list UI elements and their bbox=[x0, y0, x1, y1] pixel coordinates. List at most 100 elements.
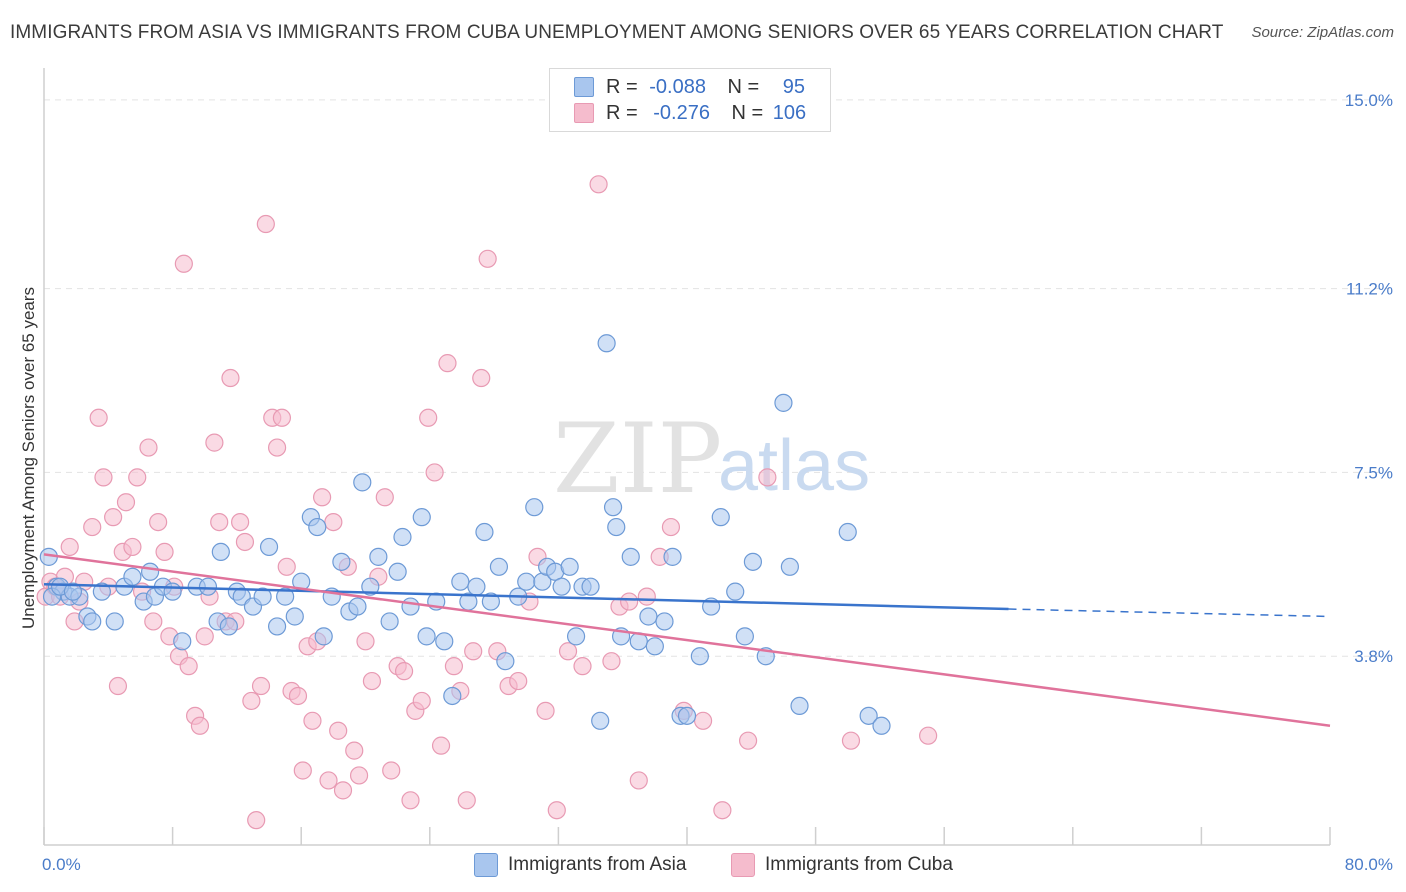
point-asia-75 bbox=[639, 607, 658, 626]
point-asia-29 bbox=[285, 607, 304, 626]
point-asia-37 bbox=[348, 597, 367, 616]
point-asia-65 bbox=[566, 627, 586, 646]
point-cuba-49 bbox=[288, 686, 308, 706]
point-asia-88 bbox=[774, 393, 793, 412]
point-asia-26 bbox=[259, 537, 279, 557]
point-cuba-61 bbox=[349, 766, 369, 785]
point-cuba-69 bbox=[401, 791, 420, 810]
point-cuba-102 bbox=[738, 731, 758, 750]
trend-line-asia bbox=[43, 582, 1009, 611]
point-cuba-36 bbox=[221, 368, 240, 388]
watermark: ZIP atlas bbox=[553, 403, 870, 515]
point-asia-53 bbox=[475, 522, 494, 542]
point-cuba-78 bbox=[457, 791, 476, 810]
point-asia-39 bbox=[361, 577, 380, 596]
point-asia-80 bbox=[677, 706, 697, 725]
point-cuba-66 bbox=[382, 761, 401, 780]
point-asia-20 bbox=[211, 542, 230, 562]
point-asia-76 bbox=[645, 637, 664, 656]
point-cuba-98 bbox=[661, 517, 681, 537]
stats-legend: R = -0.088 N = 95 R = -0.276 N = 106 bbox=[549, 68, 831, 132]
point-asia-10 bbox=[123, 567, 142, 586]
point-asia-42 bbox=[388, 562, 407, 581]
y-axis-label: Unemployment Among Seniors over 65 years bbox=[19, 287, 38, 629]
point-cuba-21 bbox=[144, 612, 163, 631]
point-asia-46 bbox=[417, 627, 436, 646]
point-asia-92 bbox=[859, 706, 878, 725]
point-cuba-10 bbox=[89, 408, 108, 427]
point-asia-86 bbox=[743, 552, 763, 571]
point-asia-78 bbox=[663, 547, 682, 566]
point-cuba-54 bbox=[312, 488, 332, 507]
point-asia-93 bbox=[872, 716, 891, 735]
point-cuba-84 bbox=[509, 671, 528, 691]
point-asia-90 bbox=[790, 696, 809, 716]
point-cuba-18 bbox=[128, 468, 147, 487]
point-cuba-31 bbox=[195, 627, 214, 646]
point-asia-84 bbox=[726, 582, 745, 601]
point-cuba-87 bbox=[536, 701, 555, 720]
point-cuba-89 bbox=[558, 642, 578, 661]
cuba-n-value: 106 bbox=[772, 101, 807, 124]
series-cuba-points bbox=[36, 175, 938, 830]
cuba-n-label: N = bbox=[731, 101, 764, 124]
point-cuba-65 bbox=[375, 488, 394, 507]
point-cuba-81 bbox=[478, 249, 497, 268]
y-tick-label-1: 7.5% bbox=[1354, 463, 1393, 482]
asia-n-value: 95 bbox=[782, 75, 806, 98]
trend-line-asia-extension bbox=[1008, 608, 1331, 618]
point-cuba-52 bbox=[303, 711, 322, 730]
point-asia-28 bbox=[276, 587, 295, 606]
point-asia-59 bbox=[525, 498, 544, 517]
point-cuba-80 bbox=[472, 368, 491, 388]
watermark-zip: ZIP bbox=[553, 403, 722, 515]
point-cuba-22 bbox=[149, 512, 168, 532]
point-cuba-55 bbox=[319, 771, 338, 790]
series-asia-points bbox=[39, 334, 891, 735]
point-cuba-103 bbox=[758, 468, 777, 487]
point-cuba-43 bbox=[256, 214, 275, 234]
point-asia-91 bbox=[838, 522, 857, 542]
chart-title: IMMIGRANTS FROM ASIA VS IMMIGRANTS FROM … bbox=[10, 22, 1224, 43]
y-tick-label-2: 11.2% bbox=[1346, 280, 1393, 299]
point-asia-49 bbox=[443, 686, 462, 706]
point-cuba-96 bbox=[637, 587, 656, 606]
point-asia-45 bbox=[412, 508, 431, 527]
point-cuba-39 bbox=[235, 532, 255, 552]
legend-item-asia: Immigrants from Asia bbox=[474, 852, 686, 878]
point-asia-71 bbox=[607, 517, 626, 537]
axes bbox=[43, 68, 1331, 846]
point-asia-12 bbox=[140, 562, 160, 581]
point-asia-64 bbox=[560, 557, 579, 576]
point-cuba-23 bbox=[155, 542, 174, 562]
y-tick-label-0: 3.8% bbox=[1354, 647, 1393, 666]
point-cuba-72 bbox=[419, 408, 438, 427]
point-cuba-30 bbox=[190, 716, 210, 735]
point-cuba-74 bbox=[431, 736, 451, 755]
point-asia-85 bbox=[735, 627, 754, 646]
asia-swatch bbox=[574, 77, 594, 97]
point-cuba-76 bbox=[444, 657, 464, 676]
point-cuba-100 bbox=[693, 711, 713, 730]
point-asia-67 bbox=[581, 577, 600, 596]
point-cuba-73 bbox=[425, 463, 444, 482]
x-tick-label-0: 0.0% bbox=[42, 855, 81, 874]
asia-r-value: -0.088 bbox=[649, 75, 706, 98]
point-cuba-60 bbox=[345, 741, 364, 760]
cuba-swatch bbox=[574, 103, 594, 123]
point-cuba-33 bbox=[205, 433, 224, 452]
legend-item-cuba: Immigrants from Cuba bbox=[731, 852, 953, 878]
point-asia-63 bbox=[552, 577, 571, 596]
point-cuba-75 bbox=[438, 354, 457, 373]
point-cuba-17 bbox=[123, 537, 142, 557]
point-cuba-14 bbox=[108, 676, 128, 696]
point-cuba-105 bbox=[919, 726, 938, 745]
trend-line-cuba bbox=[43, 553, 1331, 728]
point-cuba-91 bbox=[589, 175, 608, 194]
point-cuba-27 bbox=[174, 254, 193, 273]
point-cuba-90 bbox=[573, 657, 592, 676]
point-asia-73 bbox=[621, 547, 640, 566]
point-asia-77 bbox=[655, 612, 674, 631]
point-asia-48 bbox=[435, 632, 454, 651]
point-cuba-56 bbox=[324, 512, 343, 532]
